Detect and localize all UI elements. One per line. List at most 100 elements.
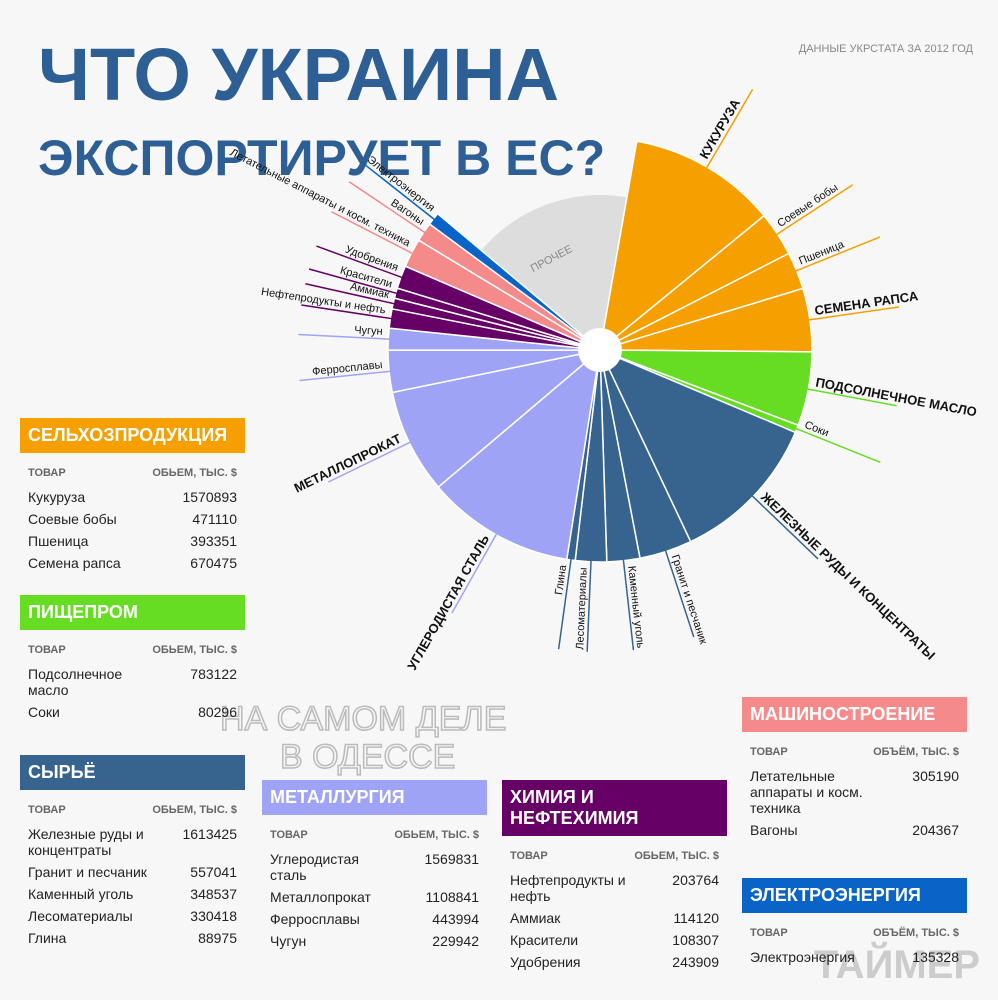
group-name: СЫРЬЁ bbox=[20, 755, 245, 790]
leader-line bbox=[734, 478, 819, 560]
item-value: 1569831 bbox=[424, 851, 479, 867]
item-label: Подсолнечное масло bbox=[28, 666, 123, 698]
wedge-label: Лесоматериалы bbox=[574, 567, 589, 650]
table-row: Соевые бобы 471110 bbox=[28, 511, 237, 527]
item-value: 471110 bbox=[192, 511, 237, 527]
item-value: 1613425 bbox=[182, 826, 237, 842]
item-label: Электроэнергия bbox=[750, 949, 855, 965]
column-header: ТОВАР ОБЪЁМ, ТЫС. $ bbox=[750, 746, 959, 758]
column-header: ТОВАР ОБЬЕМ, ТЫС. $ bbox=[28, 467, 237, 479]
wedge-label: Железные руды и концентраты bbox=[757, 489, 938, 663]
wedge-label: Кукуруза bbox=[696, 96, 743, 162]
item-label: Глина bbox=[28, 930, 67, 946]
item-value: 108307 bbox=[672, 932, 719, 948]
leader-line bbox=[619, 535, 635, 651]
wedge-label: Гранит и песчаник bbox=[669, 553, 709, 646]
table-row: Металлопрокат 1108841 bbox=[270, 889, 479, 905]
table-row: Чугун 229942 bbox=[270, 933, 479, 949]
item-label: Нефтепродукты и нефть bbox=[510, 872, 626, 904]
leader-line bbox=[328, 431, 433, 483]
column-header: ТОВАР ОБЪЁМ, ТЫС. $ bbox=[750, 927, 959, 939]
leader-line bbox=[773, 418, 881, 464]
other-wedge bbox=[481, 195, 627, 350]
column-item: ТОВАР bbox=[510, 850, 548, 862]
table-row: Глина 88975 bbox=[28, 930, 237, 946]
column-value: ОБЬЕМ, ТЫС. $ bbox=[152, 467, 237, 479]
group-table: ПИЩЕПРОМ ТОВАР ОБЬЕМ, ТЫС. $ Подсолнечное м… bbox=[20, 595, 245, 726]
item-label: Вагоны bbox=[750, 822, 798, 838]
group-name: ЭЛЕКТРОЭНЕРГИЯ bbox=[742, 878, 967, 913]
item-label: Чугун bbox=[270, 933, 307, 949]
item-value: 305190 bbox=[912, 768, 959, 784]
wedge-label: Углеродистая сталь bbox=[404, 532, 492, 672]
item-label: Семена рапса bbox=[28, 555, 121, 571]
leader-line bbox=[305, 282, 418, 310]
wedge-label: Семена рапса bbox=[813, 288, 919, 318]
item-value: 114120 bbox=[673, 910, 719, 926]
column-header: ТОВАР ОБЬЕМ, ТЫС. $ bbox=[28, 804, 237, 816]
leader-line bbox=[348, 181, 446, 247]
leader-line bbox=[299, 368, 415, 382]
item-label: Удобрения bbox=[510, 954, 581, 970]
group-name: МЕТАЛЛУРГИЯ bbox=[262, 780, 487, 815]
item-label: Летательные аппараты и косм. техника bbox=[750, 768, 863, 816]
group-name: ПИЩЕПРОМ bbox=[20, 595, 245, 630]
table-row: Летательные аппараты и косм. техника 3051… bbox=[750, 768, 959, 816]
item-label: Соки bbox=[28, 704, 60, 720]
leader-line bbox=[316, 245, 425, 287]
item-value: 348537 bbox=[190, 886, 237, 902]
column-header: ТОВАР ОБЬЕМ, ТЫС. $ bbox=[270, 829, 479, 841]
column-item: ТОВАР bbox=[750, 927, 788, 939]
leader-line bbox=[586, 536, 593, 652]
item-label: Соевые бобы bbox=[28, 511, 117, 527]
leader-line bbox=[693, 89, 754, 190]
table-row: Лесоматериалы 330418 bbox=[28, 908, 237, 924]
group-table: МЕТАЛЛУРГИЯ ТОВАР ОБЬЕМ, ТЫС. $ Углеродиста… bbox=[262, 780, 487, 955]
table-row: Вагоны 204367 bbox=[750, 822, 959, 838]
item-value: 203764 bbox=[672, 872, 719, 888]
item-value: 557041 bbox=[190, 864, 237, 880]
leader-line bbox=[301, 304, 416, 323]
wedge-label: Чугун bbox=[354, 324, 383, 337]
table-row: Нефтепродукты и нефть 203764 bbox=[510, 872, 719, 904]
leader-line bbox=[756, 184, 854, 249]
center-hole bbox=[578, 328, 622, 372]
column-value: ОБЪЁМ, ТЫС. $ bbox=[873, 927, 959, 939]
item-label: Аммиак bbox=[510, 910, 561, 926]
column-item: ТОВАР bbox=[28, 644, 66, 656]
leader-line bbox=[362, 162, 454, 235]
item-value: 243909 bbox=[672, 954, 719, 970]
column-item: ТОВАР bbox=[270, 829, 308, 841]
group-table: СЕЛЬХОЗПРОДУКЦИЯ ТОВАР ОБЬЕМ, ТЫС. $ Кукуру… bbox=[20, 418, 245, 577]
leader-line bbox=[308, 268, 421, 301]
brand: ТАЙМЕР bbox=[814, 941, 980, 987]
item-value: 393351 bbox=[190, 533, 237, 549]
item-value: 229942 bbox=[432, 933, 479, 949]
wedge-label: Металлопрокат bbox=[292, 431, 404, 496]
wedge-label: Подсолнечное масло bbox=[814, 375, 978, 420]
watermark: НА САМОМ ДЕЛЕ bbox=[220, 700, 506, 738]
item-label: Гранит и песчаник bbox=[28, 864, 147, 880]
group-name: ХИМИЯ И НЕФТЕХИМИЯ bbox=[502, 780, 727, 836]
wedge-label: Глина bbox=[553, 563, 569, 595]
item-value: 80296 bbox=[198, 704, 237, 720]
table-row: Соки 80296 bbox=[28, 704, 237, 720]
table-row: Аммиак 114120 bbox=[510, 910, 719, 926]
item-value: 88975 bbox=[198, 930, 237, 946]
item-label: Металлопрокат bbox=[270, 889, 371, 905]
leader-line bbox=[773, 236, 881, 281]
table-row: Пшеница 393351 bbox=[28, 533, 237, 549]
item-label: Кукуруза bbox=[28, 489, 86, 505]
item-label: Углеродистая сталь bbox=[270, 851, 359, 883]
group-name: СЕЛЬХОЗПРОДУКЦИЯ bbox=[20, 418, 245, 453]
group-name: МАШИНОСТРОЕНИЕ bbox=[742, 697, 967, 732]
group-table: СЫРЬЁ ТОВАР ОБЬЕМ, ТЫС. $ Железные руды и к… bbox=[20, 755, 245, 952]
leader-line bbox=[557, 535, 576, 650]
column-value: ОБЬЕМ, ТЫС. $ bbox=[152, 804, 237, 816]
watermark: В ОДЕССЕ bbox=[280, 738, 455, 776]
item-label: Железные руды и концентраты bbox=[28, 826, 144, 858]
group-table: ЭЛЕКТРОЭНЕРГИЯ ТОВАР ОБЪЁМ, ТЫС. $ Электроэ… bbox=[742, 878, 967, 971]
column-header: ТОВАР ОБЬЕМ, ТЫС. $ bbox=[28, 644, 237, 656]
